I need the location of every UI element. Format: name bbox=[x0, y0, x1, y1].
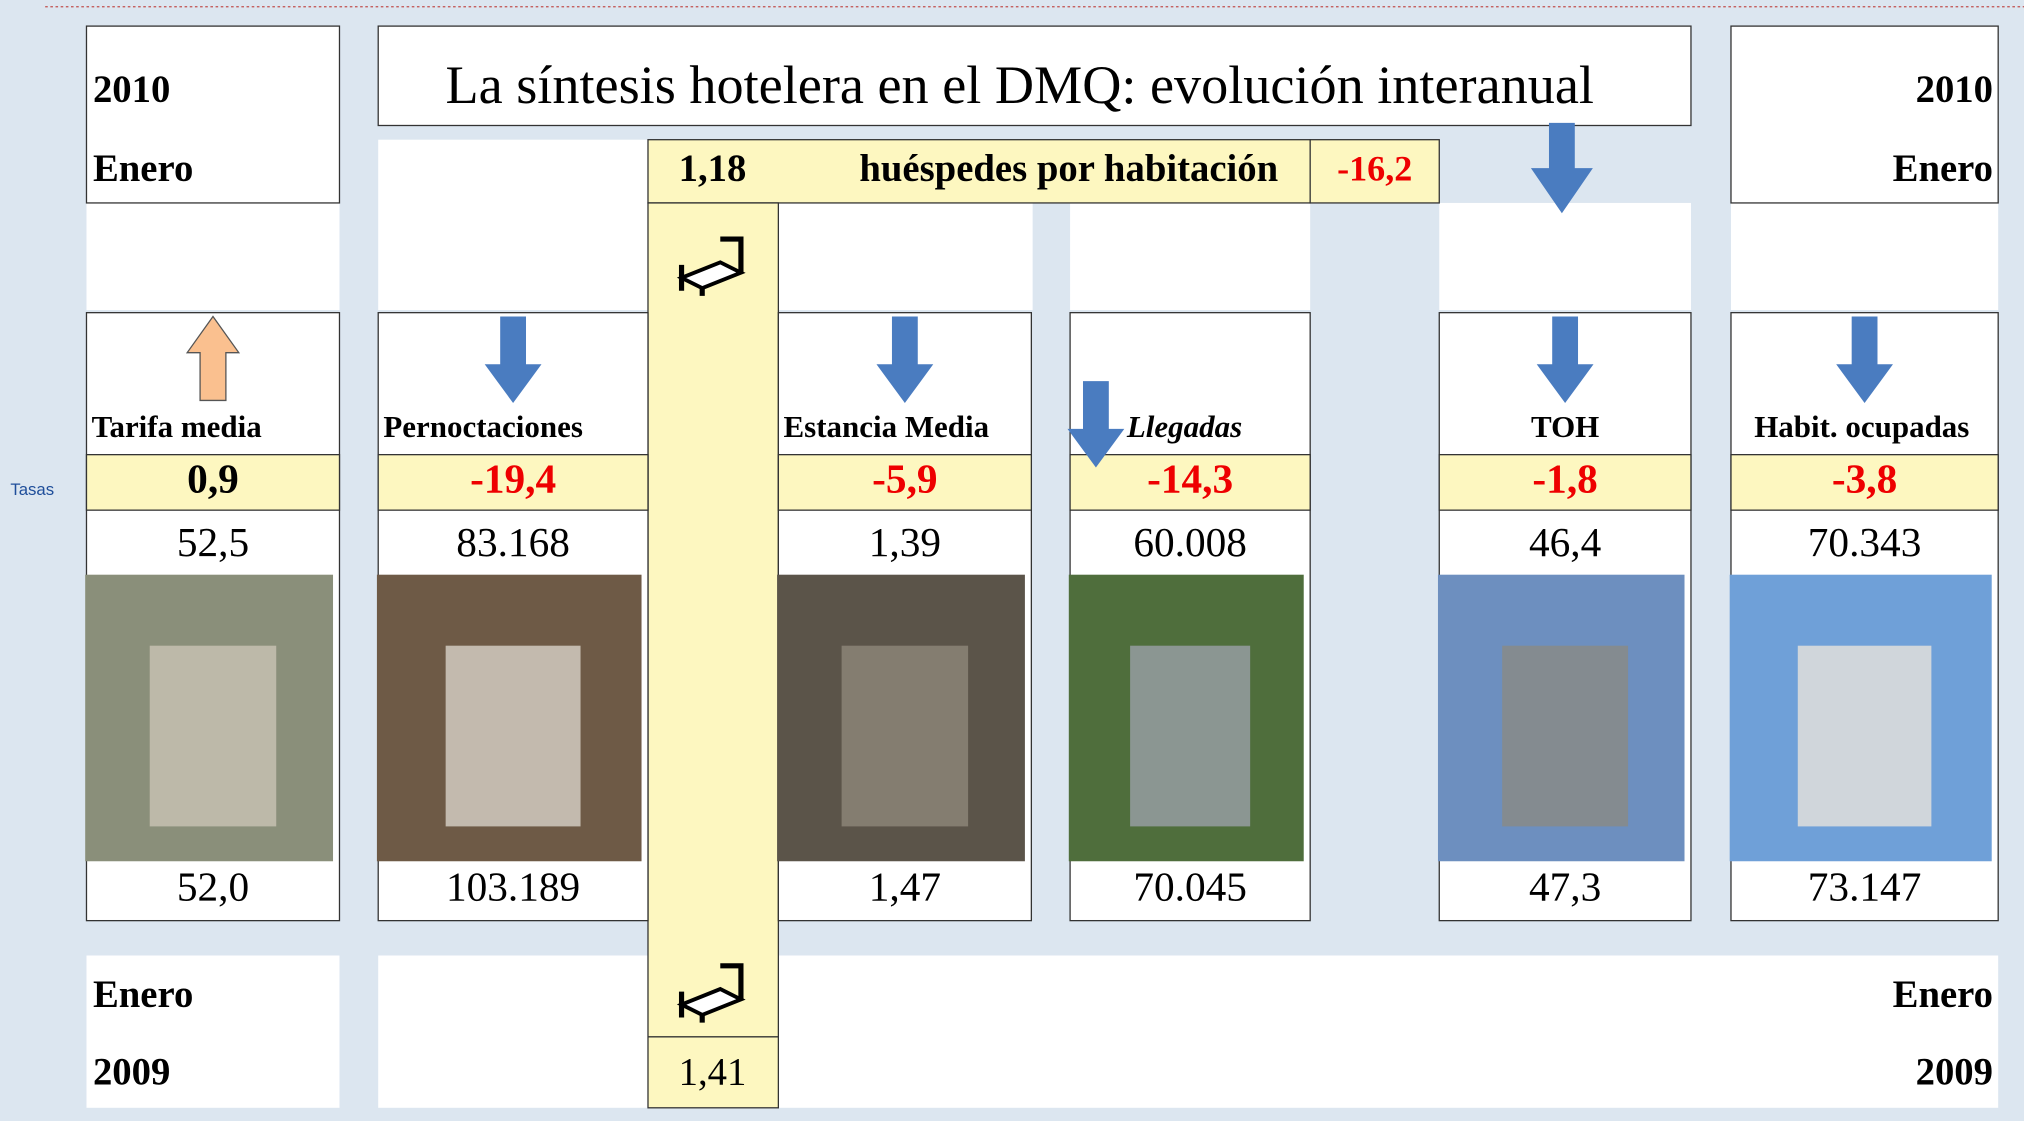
year: 2010 bbox=[93, 68, 170, 111]
photo-detail bbox=[842, 646, 969, 827]
side-label: Tasas bbox=[10, 480, 54, 499]
photo-detail bbox=[150, 646, 276, 827]
guests-previous: 1,41 bbox=[679, 1050, 747, 1093]
guests-rate: -16,2 bbox=[1337, 148, 1412, 188]
year: 2009 bbox=[93, 1050, 170, 1093]
backdrop bbox=[1439, 203, 1691, 310]
current-value: 52,5 bbox=[177, 519, 249, 565]
backdrop bbox=[1070, 203, 1310, 310]
year: 2009 bbox=[1916, 1050, 1993, 1093]
rate: -14,3 bbox=[1147, 456, 1233, 502]
year: 2010 bbox=[1916, 68, 1993, 111]
current-value: 70.343 bbox=[1808, 519, 1922, 565]
current-value: 1,39 bbox=[869, 519, 941, 565]
previous-value: 70.045 bbox=[1133, 863, 1247, 909]
current-value: 60.008 bbox=[1133, 519, 1247, 565]
previous-value: 52,0 bbox=[177, 863, 249, 909]
previous-value: 73.147 bbox=[1808, 863, 1922, 909]
indicator-label: TOH bbox=[1531, 409, 1599, 444]
indicator-label: Llegadas bbox=[1126, 409, 1242, 444]
indicator-label: Estancia Media bbox=[784, 409, 990, 444]
indicator-label: Habit. ocupadas bbox=[1754, 409, 1969, 444]
month: Enero bbox=[93, 147, 193, 190]
rate: -3,8 bbox=[1832, 456, 1897, 502]
previous-value: 47,3 bbox=[1529, 863, 1601, 909]
rate: -5,9 bbox=[872, 456, 937, 502]
month: Enero bbox=[1893, 147, 1993, 190]
previous-value: 103.189 bbox=[446, 863, 580, 909]
current-value: 46,4 bbox=[1529, 519, 1601, 565]
photo-detail bbox=[1502, 646, 1628, 827]
guests-current: 1,18 bbox=[679, 147, 747, 190]
current-value: 83.168 bbox=[456, 519, 570, 565]
indicator-label: Pernoctaciones bbox=[383, 409, 583, 444]
page: 2010 Enero La síntesis hotelera en el DM… bbox=[0, 0, 2024, 1121]
month: Enero bbox=[1893, 973, 1993, 1016]
backdrop bbox=[1731, 203, 1998, 310]
rate: -19,4 bbox=[470, 456, 556, 502]
footer-box bbox=[378, 955, 648, 1107]
backdrop bbox=[86, 203, 339, 310]
backdrop bbox=[778, 203, 1032, 310]
rate: -1,8 bbox=[1532, 456, 1597, 502]
photo-detail bbox=[1130, 646, 1250, 827]
backdrop bbox=[378, 140, 648, 310]
title: La síntesis hotelera en el DMQ: evolució… bbox=[446, 55, 1594, 115]
indicator-label: Tarifa media bbox=[92, 409, 263, 444]
photo-detail bbox=[1798, 646, 1932, 827]
guests-column bbox=[648, 203, 778, 1108]
rate: 0,9 bbox=[187, 456, 239, 502]
guests-label: huéspedes por habitación bbox=[859, 147, 1278, 190]
month: Enero bbox=[93, 973, 193, 1016]
photo-detail bbox=[446, 646, 581, 827]
footer-box bbox=[778, 955, 1998, 1107]
previous-value: 1,47 bbox=[869, 863, 941, 909]
